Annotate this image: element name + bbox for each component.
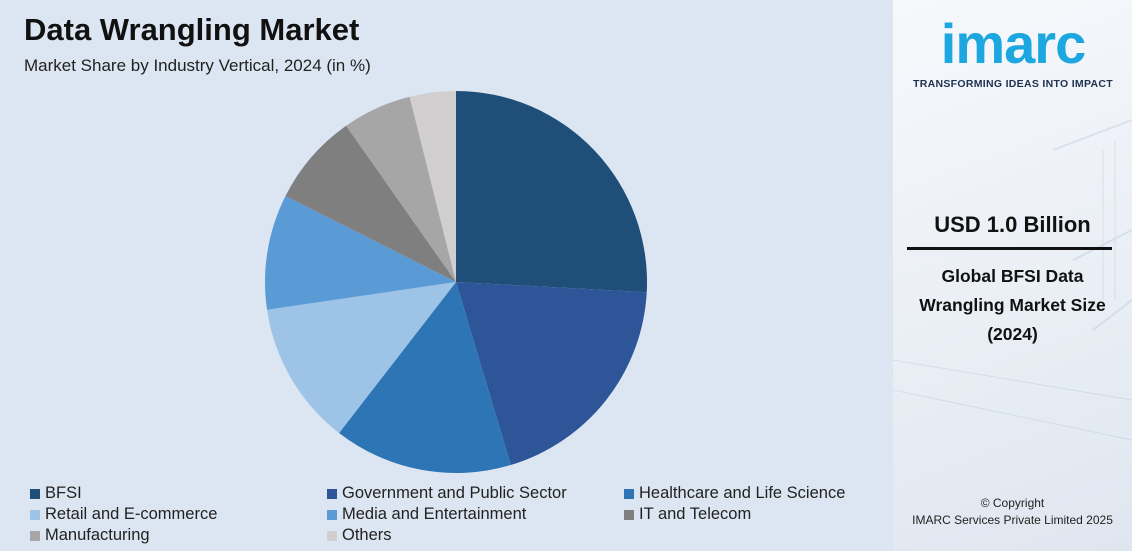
legend-label: IT and Telecom <box>639 505 752 523</box>
market-size-label-line: Wrangling Market Size <box>919 295 1106 315</box>
logo-tagline: TRANSFORMING IDEAS INTO IMPACT <box>913 78 1113 90</box>
legend-label: BFSI <box>45 484 82 502</box>
legend-item: Retail and E-commerce <box>30 505 327 524</box>
legend-item: Media and Entertainment <box>327 505 624 524</box>
legend-swatch <box>327 488 337 499</box>
legend-label: Government and Public Sector <box>342 484 567 502</box>
legend-swatch <box>30 530 40 541</box>
pie-slice-media-and-entertainment <box>265 195 456 310</box>
pie-slice-manufacturing <box>346 96 456 283</box>
legend-swatch <box>30 509 40 520</box>
pie-slice-it-and-telecom <box>285 125 456 282</box>
legend-label: Media and Entertainment <box>342 505 527 523</box>
chart-legend: BFSI Government and Public Sector Healthca… <box>30 484 884 545</box>
legend-swatch <box>327 509 337 520</box>
legend-swatch <box>624 488 634 499</box>
imarc-logo: imarc TRANSFORMING IDEAS INTO IMPACT <box>907 12 1119 90</box>
chart-panel: Data Wrangling Market Market Share by In… <box>0 0 893 551</box>
legend-swatch <box>327 530 337 541</box>
market-size-label-line: (2024) <box>987 324 1038 344</box>
legend-label: Others <box>342 526 392 544</box>
chart-subtitle: Market Share by Industry Vertical, 2024 … <box>24 56 371 75</box>
info-sidebar: imarc TRANSFORMING IDEAS INTO IMPACT USD… <box>893 0 1132 551</box>
pie-slice-bfsi <box>456 91 648 293</box>
legend-swatch <box>624 509 634 520</box>
background-chart-decoration <box>893 119 1132 441</box>
legend-item: IT and Telecom <box>624 505 884 524</box>
pie-slice-government-and-public-sector <box>456 282 647 465</box>
copyright-notice: © Copyright IMARC Services Private Limit… <box>893 495 1132 529</box>
pie-chart <box>265 90 648 473</box>
legend-label: Retail and E-commerce <box>45 505 218 523</box>
legend-item: Others <box>327 526 624 545</box>
market-size-label: Global BFSI Data Wrangling Market Size (… <box>901 262 1124 349</box>
legend-label: Manufacturing <box>45 526 150 544</box>
logo-wordmark: imarc <box>940 12 1086 75</box>
pie-slice-others <box>409 90 456 282</box>
legend-item: Manufacturing <box>30 526 327 545</box>
legend-item: Healthcare and Life Science <box>624 484 884 503</box>
market-size-value: USD 1.0 Billion <box>934 212 1091 237</box>
copyright-line: IMARC Services Private Limited 2025 <box>912 513 1113 527</box>
legend-swatch <box>30 488 40 499</box>
divider <box>907 247 1112 250</box>
legend-label: Healthcare and Life Science <box>639 484 846 502</box>
legend-item: BFSI <box>30 484 327 503</box>
pie-slice-healthcare-and-life-science <box>339 282 511 473</box>
market-size-label-line: Global BFSI Data <box>941 266 1084 286</box>
copyright-line: © Copyright <box>980 496 1045 510</box>
pie-slice-retail-and-e-commerce <box>267 282 456 434</box>
chart-title: Data Wrangling Market <box>24 12 360 47</box>
legend-item: Government and Public Sector <box>327 484 624 503</box>
